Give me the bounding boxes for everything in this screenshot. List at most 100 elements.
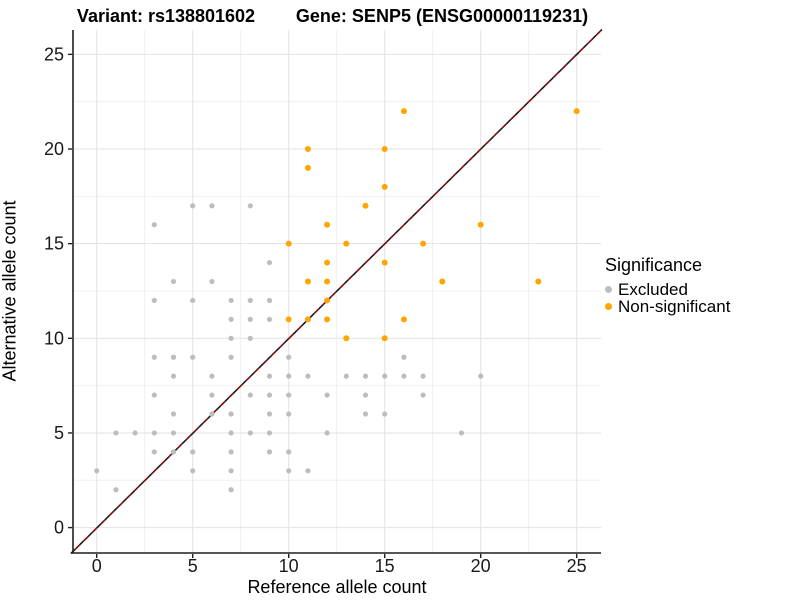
y-tick-label: 20 [44, 139, 64, 159]
excluded-point [266, 297, 273, 304]
excluded-point [362, 392, 369, 398]
excluded-point [190, 297, 196, 304]
plot-title-variant: Variant: rs138801602 [76, 6, 256, 26]
excluded-point [209, 411, 215, 417]
excluded-point [170, 278, 177, 285]
y-axis-title: Alternative allele count [0, 200, 20, 382]
nonsignificant-point [400, 316, 407, 323]
nonsignificant-point [304, 146, 311, 152]
excluded-point [382, 411, 388, 417]
excluded-point [247, 430, 253, 436]
excluded-point [343, 373, 349, 379]
excluded-point [286, 373, 292, 379]
excluded-point [113, 430, 119, 436]
identity-line [70, 28, 603, 555]
nonsignificant-point [304, 164, 311, 171]
nonsignificant-swatch-icon [605, 303, 612, 310]
excluded-point [305, 373, 311, 379]
excluded-point [170, 449, 177, 455]
excluded-point [170, 373, 177, 379]
excluded-point [209, 278, 215, 285]
excluded-point [266, 430, 273, 436]
nonsignificant-point [381, 183, 388, 190]
excluded-point [266, 392, 273, 398]
nonsignificant-point [400, 108, 407, 115]
nonsignificant-point [343, 335, 350, 342]
nonsignificant-point [304, 278, 311, 285]
x-tick-label: 5 [188, 556, 198, 576]
excluded-point [420, 373, 426, 379]
excluded-point [382, 373, 388, 379]
legend-item-nonsignificant: Non-significant [605, 298, 730, 315]
excluded-point [170, 411, 177, 417]
excluded-point [151, 354, 157, 360]
excluded-point [151, 297, 157, 304]
y-tick-label: 5 [54, 423, 64, 443]
x-tick-label: 15 [375, 556, 395, 576]
excluded-point [247, 316, 253, 322]
excluded-point [401, 354, 407, 360]
nonsignificant-point [285, 240, 292, 247]
x-tick-label: 10 [279, 556, 299, 576]
excluded-point [151, 392, 157, 398]
y-tick-label: 10 [44, 328, 64, 348]
x-tick-label: 25 [567, 556, 587, 576]
nonsignificant-point [324, 259, 331, 266]
y-tick-label: 25 [44, 44, 64, 64]
nonsignificant-point [535, 278, 542, 285]
identity-line [70, 28, 603, 555]
legend-item-label: Excluded [618, 280, 688, 299]
excluded-point [247, 392, 253, 398]
nonsignificant-point [343, 240, 350, 247]
excluded-point [209, 392, 215, 398]
excluded-point [324, 430, 330, 436]
nonsignificant-point [381, 335, 388, 342]
excluded-point [170, 430, 177, 436]
excluded-point [132, 430, 138, 436]
excluded-point [190, 354, 196, 360]
excluded-point [458, 430, 465, 436]
legend-title: Significance [605, 255, 703, 275]
excluded-point [324, 392, 330, 398]
nonsignificant-point [439, 278, 446, 285]
excluded-point [247, 203, 253, 209]
excluded-swatch-icon [605, 286, 612, 293]
excluded-point [362, 411, 369, 417]
excluded-point [228, 297, 234, 304]
excluded-point [209, 203, 215, 209]
excluded-point [170, 354, 177, 360]
excluded-point [151, 222, 157, 228]
excluded-point [190, 468, 196, 474]
legend-item-excluded: Excluded [605, 281, 730, 298]
nonsignificant-point [324, 316, 331, 323]
nonsignificant-point [477, 221, 484, 228]
legend-item-label: Non-significant [618, 297, 731, 316]
excluded-point [286, 392, 292, 398]
x-axis-title: Reference allele count [247, 577, 427, 597]
nonsignificant-point [381, 146, 388, 152]
nonsignificant-point [285, 316, 292, 323]
excluded-point [94, 468, 100, 474]
excluded-point [286, 468, 292, 474]
excluded-point [266, 449, 273, 455]
excluded-point [266, 373, 273, 379]
nonsignificant-point [381, 259, 388, 266]
excluded-point [228, 316, 234, 322]
excluded-point [266, 316, 273, 322]
excluded-point [228, 487, 234, 493]
excluded-point [305, 468, 311, 474]
nonsignificant-point [420, 240, 427, 247]
nonsignificant-point [573, 108, 580, 115]
excluded-point [209, 373, 215, 379]
y-tick-label: 15 [44, 234, 64, 254]
excluded-point [286, 411, 292, 417]
y-tick-label: 0 [54, 518, 64, 538]
excluded-point [228, 411, 234, 417]
excluded-point [247, 297, 253, 304]
excluded-point [190, 203, 196, 209]
excluded-point [113, 487, 119, 493]
excluded-point [190, 449, 196, 455]
excluded-point [362, 373, 369, 379]
